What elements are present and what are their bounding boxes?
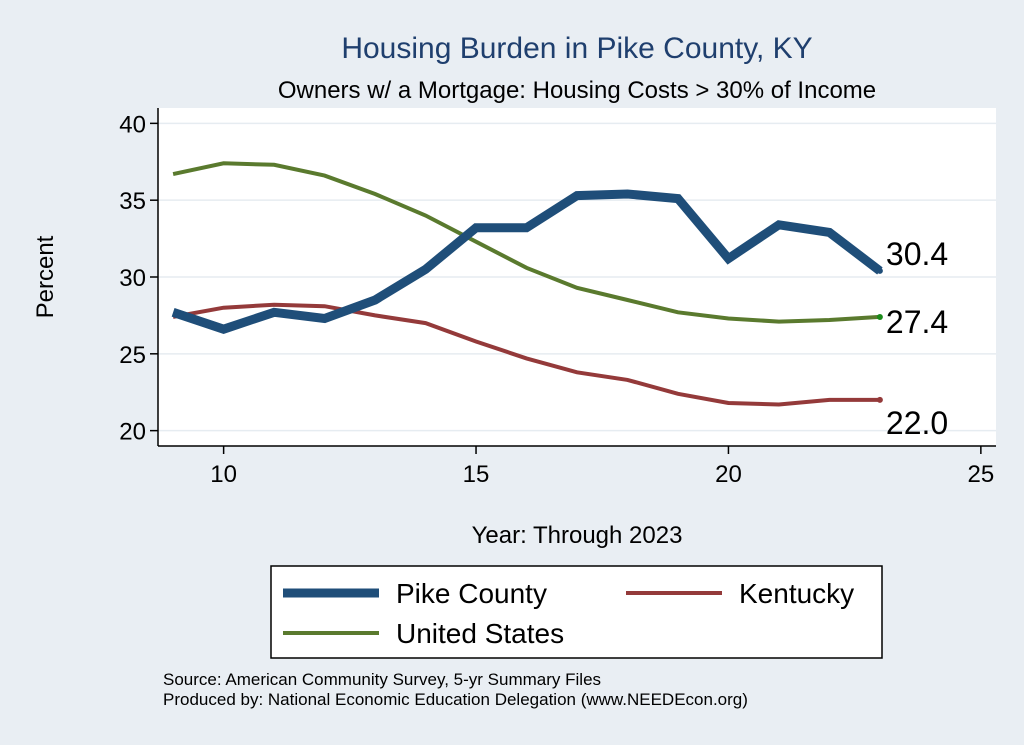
x-tick-label: 10	[210, 461, 237, 488]
y-axis-label: Percent	[32, 235, 59, 318]
end-marker	[876, 313, 883, 320]
y-tick-label: 30	[119, 265, 146, 292]
end-marker	[876, 396, 883, 403]
end-value-label: 27.4	[886, 304, 948, 340]
x-tick-label: 20	[715, 461, 742, 488]
series-line-kentucky	[172, 302, 880, 407]
y-tick-label: 35	[119, 188, 146, 215]
end-value-label: 30.4	[886, 236, 948, 272]
end-marker	[876, 267, 883, 274]
legend-box	[270, 565, 883, 659]
y-tick-label: 20	[119, 419, 146, 446]
x-tick-label: 25	[968, 461, 995, 488]
legend-label: Pike County	[396, 578, 547, 609]
y-tick-label: 25	[119, 342, 146, 369]
legend: Pike County Kentucky United States	[270, 565, 883, 659]
series-line-pike-county	[171, 189, 883, 334]
source-note: Source: American Community Survey, 5-yr …	[163, 670, 602, 689]
chart-subtitle: Owners w/ a Mortgage: Housing Costs > 30…	[278, 77, 876, 104]
x-tick-label: 15	[463, 461, 490, 488]
x-axis-label: Year: Through 2023	[472, 522, 683, 549]
y-tick-label: 40	[119, 111, 146, 138]
series-line-united-states	[172, 161, 881, 324]
producer-note: Produced by: National Economic Education…	[163, 690, 748, 709]
legend-label: United States	[396, 618, 564, 649]
legend-label: Kentucky	[739, 578, 854, 609]
end-value-label: 22.0	[886, 405, 948, 441]
plot-area: 20 25 30 35 40 10 15 20 25 30.4 22.0 27.4	[119, 108, 996, 488]
chart-title: Housing Burden in Pike County, KY	[341, 32, 812, 65]
